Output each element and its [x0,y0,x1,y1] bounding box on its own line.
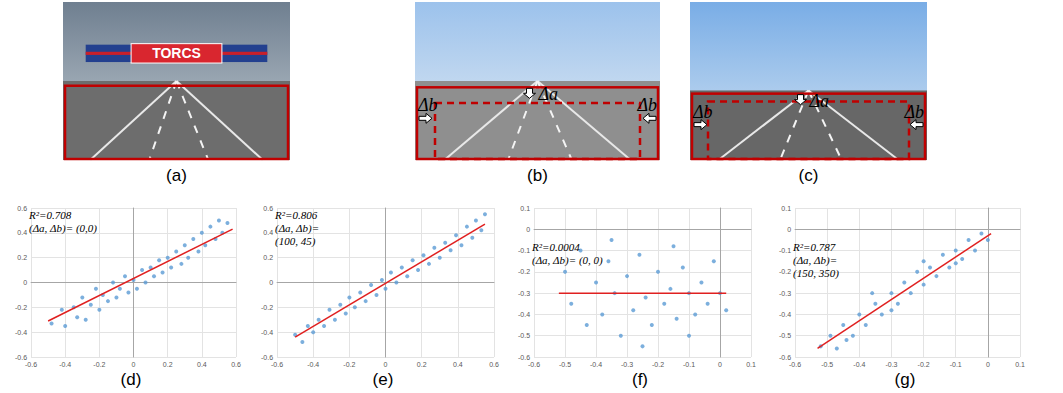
svg-text:-0.6: -0.6 [271,361,283,368]
svg-text:-0.4: -0.4 [15,329,27,336]
svg-text:-0.2: -0.2 [918,361,930,368]
svg-text:Δb: Δb [417,95,438,115]
svg-text:0.4: 0.4 [17,229,27,236]
svg-text:-0.3: -0.3 [885,361,897,368]
svg-text:-0.2: -0.2 [261,304,273,311]
svg-text:0: 0 [787,226,791,233]
svg-text:-0.6: -0.6 [779,354,791,361]
svg-text:R²=0.708: R²=0.708 [28,209,72,221]
svg-text:-0.2: -0.2 [518,268,530,275]
svg-text:0: 0 [384,361,388,368]
html-text:(a): (a) [166,166,187,185]
svg-text:-0.1: -0.1 [779,247,791,254]
svg-text:-0.6: -0.6 [15,354,27,361]
svg-text:TORCS: TORCS [152,45,201,61]
svg-text:-0.1: -0.1 [950,361,962,368]
svg-text:-0.3: -0.3 [621,361,633,368]
svg-text:0.1: 0.1 [1015,361,1025,368]
svg-text:-0.6: -0.6 [789,361,801,368]
svg-text:0.1: 0.1 [781,205,791,212]
svg-text:-0.4: -0.4 [590,361,602,368]
svg-text:-0.3: -0.3 [518,290,530,297]
svg-text:R²=0.787: R²=0.787 [792,241,836,253]
svg-text:-0.5: -0.5 [779,332,791,339]
svg-text:(Δa, Δb)= (0, 0): (Δa, Δb)= (0, 0) [532,254,603,267]
svg-text:-0.4: -0.4 [261,329,273,336]
svg-text:Δa: Δa [538,84,559,104]
svg-text:-0.6: -0.6 [518,354,530,361]
svg-text:0.4: 0.4 [263,229,273,236]
svg-text:(Δa, Δb)=: (Δa, Δb)= [793,254,837,267]
svg-text:-0.5: -0.5 [518,332,530,339]
svg-text:0: 0 [718,361,722,368]
svg-text:-0.2: -0.2 [652,361,664,368]
svg-text:-0.4: -0.4 [518,311,530,318]
svg-text:(150, 350): (150, 350) [793,267,839,280]
svg-text:0: 0 [23,279,27,286]
html-text:(c): (c) [798,166,819,185]
svg-text:-0.1: -0.1 [518,247,530,254]
svg-text:R²=0.806: R²=0.806 [274,209,318,221]
svg-text:-0.3: -0.3 [779,290,791,297]
svg-text:R²=0.0004: R²=0.0004 [531,241,580,253]
svg-text:0.6: 0.6 [231,361,241,368]
svg-text:-0.5: -0.5 [821,361,833,368]
svg-text:-0.6: -0.6 [25,361,37,368]
svg-text:-0.2: -0.2 [93,361,105,368]
svg-text:(Δa, Δb)= (0,0): (Δa, Δb)= (0,0) [29,222,97,235]
svg-text:0.6: 0.6 [17,205,27,212]
svg-text:0.2: 0.2 [263,254,273,261]
svg-text:-0.4: -0.4 [779,311,791,318]
svg-text:0.2: 0.2 [163,361,173,368]
svg-text:-0.4: -0.4 [307,361,319,368]
svg-text:0.4: 0.4 [197,361,207,368]
svg-text:-0.4: -0.4 [853,361,865,368]
svg-text:-0.6: -0.6 [528,361,540,368]
svg-text:0.6: 0.6 [489,361,499,368]
svg-text:0.2: 0.2 [17,254,27,261]
svg-text:-0.2: -0.2 [15,304,27,311]
svg-text:Δb: Δb [636,95,657,115]
svg-text:-0.5: -0.5 [559,361,571,368]
html-text:(g): (g) [894,370,916,389]
svg-text:0.4: 0.4 [453,361,463,368]
svg-text:-0.2: -0.2 [779,268,791,275]
svg-text:-0.4: -0.4 [59,361,71,368]
svg-text:Δb: Δb [692,102,713,122]
svg-text:Δb: Δb [903,102,924,122]
svg-text:(Δa, Δb)=: (Δa, Δb)= [275,222,319,235]
svg-text:0.2: 0.2 [417,361,427,368]
html-text:(e): (e) [372,370,394,389]
svg-text:0.6: 0.6 [263,205,273,212]
svg-text:-0.6: -0.6 [261,354,273,361]
svg-text:0.1: 0.1 [746,361,756,368]
svg-text:(100, 45): (100, 45) [275,235,316,248]
html-text:(b): (b) [527,166,548,185]
html-text:(f): (f) [632,370,648,389]
svg-text:-0.2: -0.2 [343,361,355,368]
svg-text:0: 0 [526,226,530,233]
svg-text:0: 0 [269,279,273,286]
svg-text:0.1: 0.1 [520,205,530,212]
svg-text:0: 0 [132,361,136,368]
svg-text:0: 0 [986,361,990,368]
svg-text:Δa: Δa [809,91,830,111]
html-text:(d): (d) [120,370,142,389]
svg-text:-0.1: -0.1 [683,361,695,368]
